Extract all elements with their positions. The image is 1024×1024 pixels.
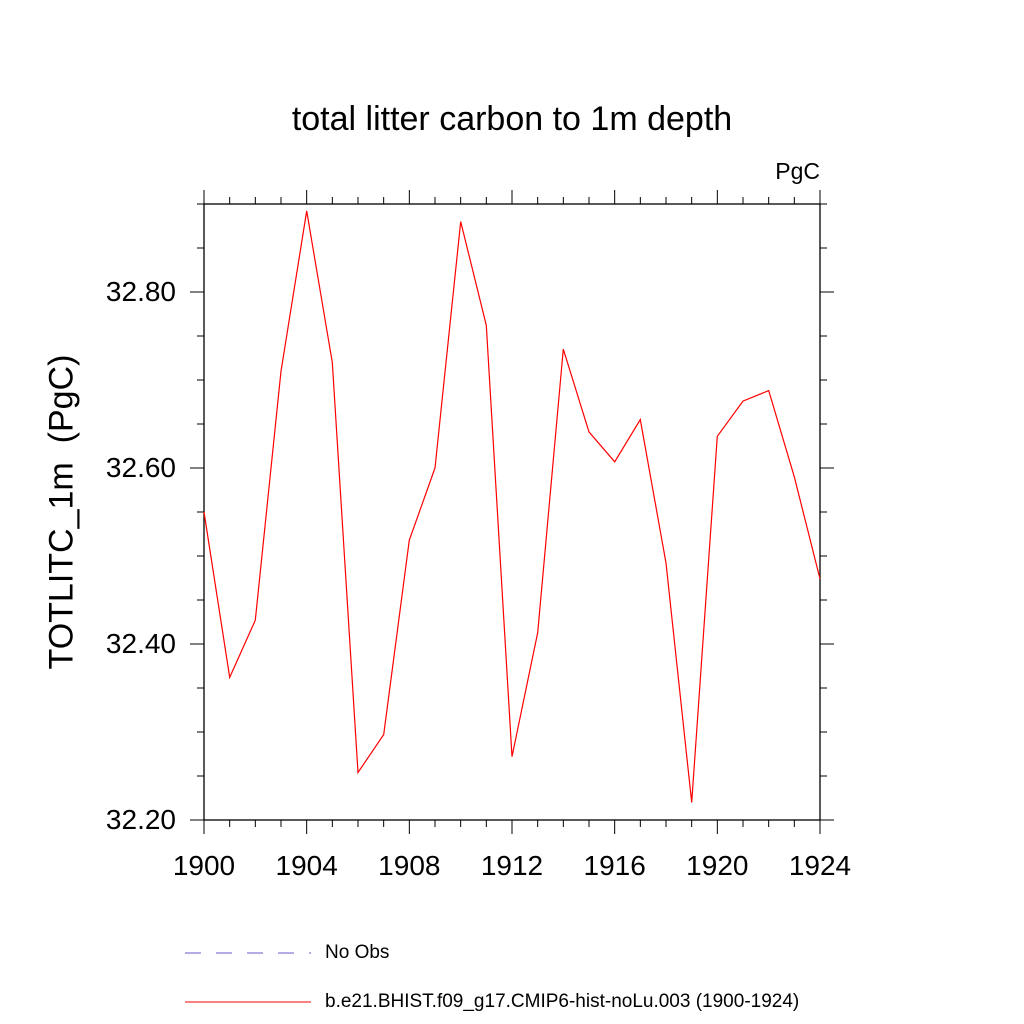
x-tick-label: 1920 — [686, 850, 749, 881]
y-tick-label: 32.80 — [105, 276, 176, 307]
x-tick-label: 1904 — [275, 850, 338, 881]
plot-frame — [203, 203, 821, 821]
y-tick-label: 32.60 — [105, 452, 176, 483]
y-axis-label: TOTLITC_1m (PgC) — [42, 354, 81, 670]
legend-label-series: b.e21.BHIST.f09_g17.CMIP6-hist-noLu.003 … — [325, 991, 800, 1012]
series-line — [203, 210, 821, 803]
x-tick-label: 1900 — [172, 850, 236, 881]
x-tick-label: 1912 — [480, 850, 544, 881]
units-label: PgC — [775, 158, 820, 184]
x-tick-label: 1908 — [378, 850, 441, 881]
axis-ticks — [190, 190, 834, 834]
legend-label-no-obs: No Obs — [325, 942, 390, 963]
legend-lines — [185, 952, 311, 1003]
chart-title: total litter carbon to 1m depth — [291, 100, 733, 138]
series-group — [203, 210, 821, 803]
x-tick-label: 1924 — [788, 850, 852, 881]
x-tick-label: 1916 — [583, 850, 646, 881]
y-tick-label: 32.40 — [105, 628, 176, 659]
y-tick-label: 32.20 — [105, 804, 176, 835]
